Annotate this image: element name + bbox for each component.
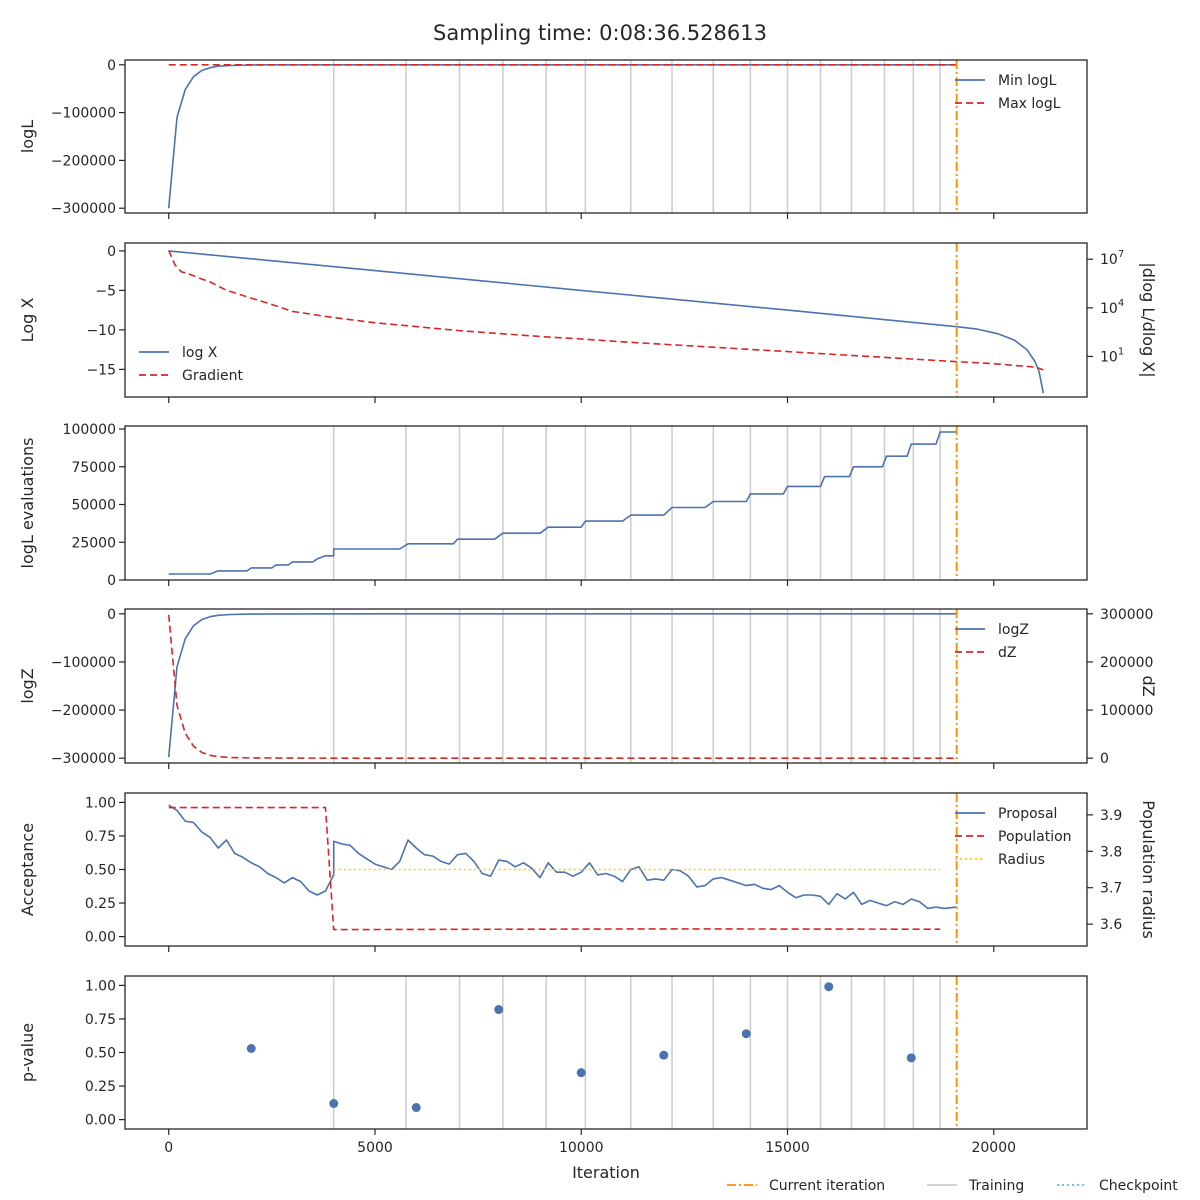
y-tick-label: 100000 — [63, 422, 116, 438]
proposal-line — [168, 804, 957, 910]
y-tick-label: 25000 — [71, 535, 116, 551]
figure-legend: Current iteration Training Checkpoint — [727, 1178, 1178, 1194]
y-tick-label: 0 — [107, 573, 116, 589]
figure-legend-label: Checkpoint — [1099, 1178, 1178, 1194]
pvalue-point — [824, 982, 834, 992]
y2-tick-label: 200000 — [1100, 655, 1153, 671]
legend-label: Max logL — [998, 96, 1061, 112]
y-tick-label: −15 — [86, 362, 116, 378]
y2-tick-label: 3.7 — [1100, 881, 1122, 897]
x-tick-label: 10000 — [559, 1140, 604, 1156]
panel-evidence: 0 −100000 −200000 −300000 0 100000 200000 30000… — [18, 607, 1158, 769]
pvalue-point — [246, 1043, 256, 1053]
y2-tick-exponent: 4 — [1118, 298, 1124, 309]
y2-tick-exponent: 1 — [1118, 346, 1124, 357]
y-tick-label: 0 — [107, 58, 116, 74]
y2-tick-exponent: 7 — [1118, 249, 1124, 260]
y-tick-label: 0 — [107, 244, 116, 260]
pvalue-point — [411, 1103, 421, 1113]
legend-label: Gradient — [182, 368, 243, 384]
x-axis-label: Iteration — [572, 1163, 640, 1182]
y-tick-label: −100000 — [51, 106, 116, 122]
panel-pvalue: 0.00 0.25 0.50 0.75 1.00 0 5000 10000 15000 20000… — [18, 975, 1088, 1156]
pvalue-point — [906, 1053, 916, 1063]
pvalue-point — [329, 1099, 339, 1108]
y-axis-label: p-value — [18, 1023, 37, 1082]
legend-label: log X — [182, 345, 218, 361]
legend-label: Min logL — [998, 73, 1057, 89]
y-tick-label: −300000 — [51, 751, 116, 767]
plot-frame — [124, 425, 1088, 581]
figure-title: Sampling time: 0:08:36.528613 — [433, 21, 767, 45]
panel-evaluations: 0 25000 50000 75000 100000 logL evaluations — [18, 422, 1088, 589]
y2-tick-label: 3.8 — [1100, 844, 1122, 860]
logz-line — [167, 612, 957, 758]
y-tick-label: −200000 — [51, 703, 116, 719]
legend-label: dZ — [998, 645, 1016, 661]
x-tick-label: 0 — [164, 1140, 173, 1156]
y2-axis-label: dZ — [1139, 675, 1158, 696]
y-tick-label: 0.50 — [85, 1046, 116, 1062]
x-tick-label: 15000 — [765, 1140, 810, 1156]
y-axis-label: logL evaluations — [18, 438, 37, 569]
y2-axis-label: Population radius — [1139, 800, 1158, 939]
plot-frame — [124, 608, 1088, 764]
y2-tick-label: 3.9 — [1100, 808, 1122, 824]
y-tick-label: −10 — [86, 323, 116, 339]
plot-frame — [124, 59, 1088, 214]
figure-legend-label: Training — [968, 1178, 1024, 1194]
y-tick-label: −200000 — [51, 153, 116, 169]
pvalue-point — [741, 1029, 751, 1039]
pvalue-point — [576, 1068, 586, 1078]
legend-label: Proposal — [998, 806, 1057, 822]
population-line — [168, 806, 941, 931]
y-tick-label: 50000 — [71, 498, 116, 514]
legend-label: Radius — [998, 852, 1045, 868]
y-axis-label: logZ — [18, 668, 37, 703]
plot-frame — [124, 242, 1088, 398]
pvalue-point — [659, 1050, 669, 1060]
y-tick-label: 0.00 — [85, 1113, 116, 1129]
y-tick-label: 0.25 — [85, 896, 116, 912]
y-tick-label: 1.00 — [85, 795, 116, 811]
y-tick-label: 75000 — [71, 460, 116, 476]
pvalue-point — [494, 1005, 504, 1015]
y-tick-label: 0.25 — [85, 1079, 116, 1095]
y-tick-label: 1.00 — [85, 978, 116, 994]
y-tick-label: 0.75 — [85, 829, 116, 845]
x-tick-label: 5000 — [357, 1140, 393, 1156]
logl-evaluations-line — [168, 431, 957, 575]
y2-axis-label: |dlog L/dlog X| — [1139, 262, 1158, 377]
y-tick-label: −5 — [95, 283, 116, 299]
y-tick-label: −300000 — [51, 201, 116, 217]
y2-tick-label: 100000 — [1100, 703, 1153, 719]
panel-acceptance: 0.00 0.25 0.50 0.75 1.00 3.6 3.7 3.8 3.9 Acceptan… — [18, 792, 1158, 952]
panel-loglikelihood: 0 −100000 −200000 −300000 logL Min logL Max lo… — [18, 58, 1088, 219]
y-tick-label: 0.75 — [85, 1012, 116, 1028]
legend-label: Population — [998, 829, 1072, 845]
log-x-line — [168, 250, 1045, 394]
y-tick-label: 0.00 — [85, 930, 116, 946]
y-axis-label: Acceptance — [18, 823, 37, 916]
legend-label: logZ — [998, 622, 1029, 638]
dz-line — [167, 614, 957, 760]
y2-tick-label: 3.6 — [1100, 917, 1122, 933]
y-axis-label: logL — [18, 120, 37, 153]
y-tick-label: 0.50 — [85, 863, 116, 879]
y-axis-label: Log X — [18, 298, 37, 343]
figure-legend-label: Current iteration — [769, 1178, 885, 1194]
y2-tick-label: 300000 — [1100, 607, 1153, 623]
y2-tick-label: 0 — [1100, 751, 1109, 767]
y-tick-label: 0 — [107, 607, 116, 623]
y-tick-label: −100000 — [51, 655, 116, 671]
x-tick-label: 20000 — [971, 1140, 1016, 1156]
